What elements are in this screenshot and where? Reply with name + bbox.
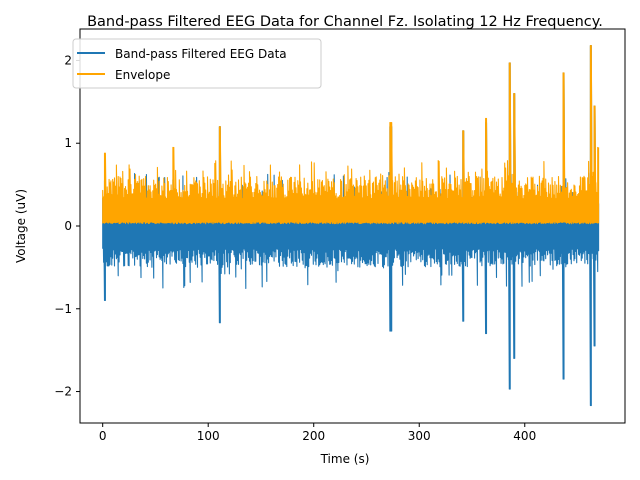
x-tick-label: 100 — [197, 429, 220, 443]
ticks-layer: 0 100 200 300 400 −2 −1 0 1 2 — [54, 53, 536, 443]
y-tick-label: 2 — [64, 53, 72, 67]
chart-title: Band-pass Filtered EEG Data for Channel … — [87, 14, 603, 30]
x-tick-label: 400 — [513, 429, 536, 443]
series-layer — [102, 45, 600, 407]
series-line-0 — [102, 45, 600, 407]
y-axis-label: Voltage (uV) — [14, 189, 28, 263]
y-tick-label: 0 — [64, 219, 72, 233]
legend-label-envelope: Envelope — [115, 68, 170, 82]
x-tick-label: 0 — [99, 429, 107, 443]
x-tick-label: 200 — [302, 429, 325, 443]
legend-box — [72, 38, 322, 89]
y-tick-label: 1 — [64, 136, 72, 150]
x-axis-label: Time (s) — [320, 452, 370, 466]
series-line-1 — [102, 45, 600, 225]
legend: Band-pass Filtered EEG Data Envelope — [72, 38, 322, 89]
x-tick-label: 300 — [408, 429, 431, 443]
y-tick-label: −1 — [54, 302, 72, 316]
legend-label-eeg: Band-pass Filtered EEG Data — [115, 47, 287, 61]
y-tick-label: −2 — [54, 385, 72, 399]
